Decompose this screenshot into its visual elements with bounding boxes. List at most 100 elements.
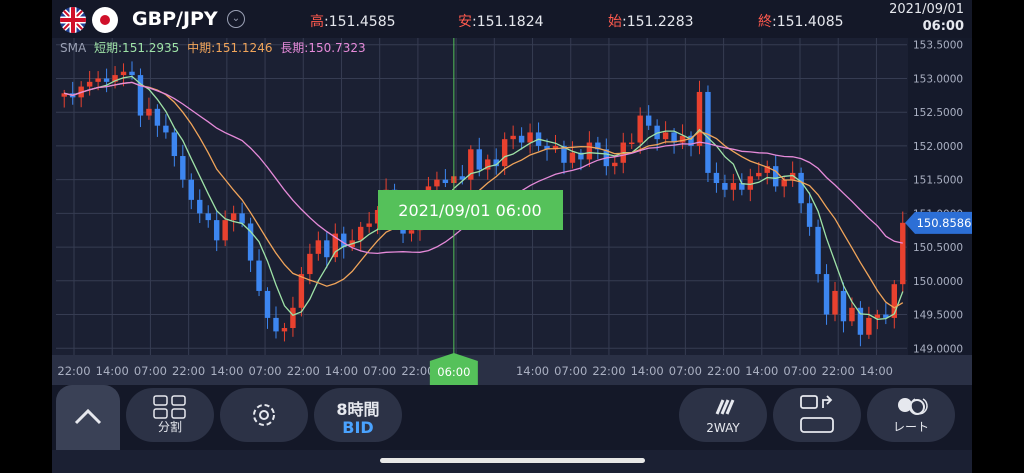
candle bbox=[213, 220, 220, 241]
candle-time: 06:00 bbox=[922, 19, 964, 34]
candle bbox=[527, 132, 533, 143]
candle bbox=[705, 91, 711, 173]
crosshair: 2021/09/01 06:00 06:00 150.8586 bbox=[378, 38, 972, 385]
crosshair-tooltip bbox=[378, 190, 563, 230]
jp-flag-icon bbox=[92, 7, 118, 33]
candle bbox=[171, 132, 178, 157]
y-tick-label: 149.5000 bbox=[913, 310, 963, 322]
low-value: :151.1824 bbox=[472, 14, 544, 30]
candle bbox=[501, 139, 508, 167]
layout-swap-button[interactable] bbox=[773, 388, 861, 442]
x-tick-label: 07:00 bbox=[783, 364, 816, 378]
y-tick-label: 153.0000 bbox=[913, 73, 963, 85]
candle bbox=[781, 179, 787, 187]
x-tick-label: 07:00 bbox=[363, 364, 396, 378]
y-tick-label: 151.5000 bbox=[913, 175, 963, 187]
candle bbox=[891, 284, 898, 318]
currency-pair-title[interactable]: GBP/JPY bbox=[132, 8, 218, 30]
candle bbox=[281, 328, 288, 332]
low-label: 安 bbox=[458, 14, 472, 30]
timeframe-button[interactable]: 8時間 BID bbox=[314, 388, 402, 442]
split-button[interactable]: 分割 bbox=[126, 388, 214, 442]
grid-icon bbox=[153, 395, 186, 419]
candle bbox=[518, 135, 525, 143]
rate-icon bbox=[898, 398, 928, 415]
collapse-button[interactable] bbox=[56, 385, 120, 450]
home-indicator bbox=[380, 458, 645, 463]
candles bbox=[61, 61, 906, 347]
candle bbox=[137, 75, 144, 116]
candle bbox=[544, 145, 550, 150]
candle bbox=[112, 75, 118, 82]
bid-label: BID bbox=[342, 418, 374, 437]
twoway-label: 2WAY bbox=[706, 421, 740, 435]
candle bbox=[129, 71, 135, 76]
candle bbox=[273, 317, 279, 332]
candlestick-chart[interactable]: 153.5000 153.0000 152.5000 152.0000 151.5000… bbox=[52, 38, 972, 385]
x-tick-label: 14:00 bbox=[96, 364, 129, 378]
candle bbox=[95, 78, 101, 82]
y-tick-label: 153.5000 bbox=[913, 40, 963, 52]
candle bbox=[849, 307, 855, 322]
high-label: 高 bbox=[310, 14, 324, 30]
y-tick-label: 150.0000 bbox=[913, 276, 963, 288]
open-price: 始:151.2283 bbox=[608, 11, 694, 31]
trading-app: GBP/JPY ⌄ 高:151.4585 安:151.1824 始:151.22… bbox=[52, 0, 972, 473]
candle bbox=[188, 179, 194, 200]
candle bbox=[823, 274, 830, 315]
candle-datetime: 2021/09/01 06:00 bbox=[889, 1, 964, 35]
candle bbox=[696, 91, 703, 146]
x-tick-label: 22:00 bbox=[592, 364, 625, 378]
candle bbox=[442, 179, 449, 184]
crosshair-tooltip-text: 2021/09/01 06:00 bbox=[398, 201, 541, 220]
x-tick-label: 14:00 bbox=[860, 364, 893, 378]
candle bbox=[815, 226, 821, 275]
x-tick-label: 07:00 bbox=[134, 364, 167, 378]
candle bbox=[578, 152, 584, 160]
candle bbox=[552, 145, 559, 150]
y-tick-label: 152.5000 bbox=[913, 107, 963, 119]
layout-swap-icon bbox=[800, 395, 834, 433]
candle bbox=[230, 213, 237, 221]
chevron-down-icon[interactable]: ⌄ bbox=[227, 10, 245, 28]
high-value: :151.4585 bbox=[324, 14, 396, 30]
candle bbox=[366, 223, 372, 227]
candle bbox=[163, 125, 169, 133]
twoway-button[interactable]: 2WAY bbox=[679, 388, 767, 442]
candle bbox=[154, 108, 161, 126]
x-tick-label: 07:00 bbox=[554, 364, 587, 378]
x-tick-label: 14:00 bbox=[631, 364, 664, 378]
candle bbox=[561, 145, 567, 163]
candle bbox=[86, 81, 93, 87]
rate-button[interactable]: レート bbox=[867, 388, 955, 442]
crosshair-x-label: 06:00 bbox=[437, 365, 470, 379]
candle bbox=[773, 166, 779, 187]
candle bbox=[493, 159, 499, 167]
crosshair-x-marker bbox=[429, 353, 478, 385]
candle bbox=[806, 203, 813, 227]
candle bbox=[341, 233, 347, 248]
x-tick-label: 07:00 bbox=[248, 364, 281, 378]
timeframe-label: 8時間 bbox=[336, 400, 380, 419]
x-axis-bg bbox=[52, 355, 972, 385]
x-axis: 22:00 14:00 07:00 22:00 14:00 07:00 22:00 14:00… bbox=[52, 355, 972, 385]
x-tick-label: 14:00 bbox=[745, 364, 778, 378]
candle bbox=[408, 230, 415, 234]
candle bbox=[468, 149, 474, 180]
candle bbox=[645, 115, 652, 126]
y-tick-label: 150.5000 bbox=[913, 242, 963, 254]
candle bbox=[629, 142, 635, 145]
candle bbox=[459, 176, 466, 180]
candle bbox=[756, 172, 762, 177]
candle bbox=[103, 78, 110, 82]
candle bbox=[900, 222, 906, 285]
candle bbox=[61, 93, 67, 97]
x-tick-label: 22:00 bbox=[401, 364, 434, 378]
candle bbox=[290, 307, 296, 329]
settings-button[interactable] bbox=[220, 388, 308, 442]
x-tick-label: 22:00 bbox=[57, 364, 90, 378]
candle bbox=[298, 274, 305, 308]
candle bbox=[256, 260, 262, 291]
x-tick-label: 14:00 bbox=[516, 364, 549, 378]
candle bbox=[612, 162, 618, 167]
